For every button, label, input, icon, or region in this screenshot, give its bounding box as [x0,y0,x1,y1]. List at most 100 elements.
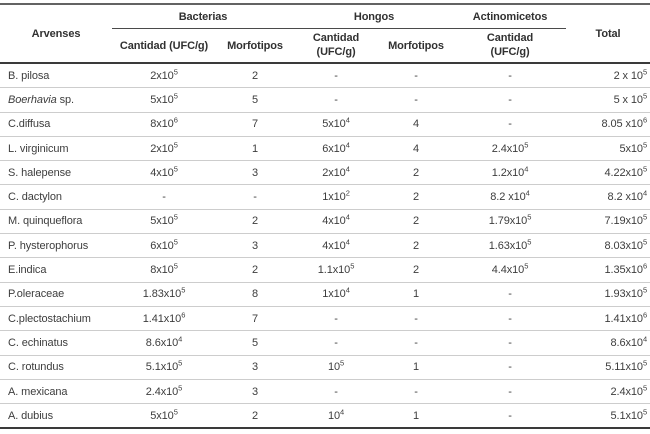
table-row: C.plectostachium 1.41x106 7- - -1.41x106 [0,305,650,331]
group-header-actinomicetos: Actinomicetos [454,4,567,29]
arvense-name: A. mexicana [0,378,112,404]
value-cell: - [454,403,567,429]
arvense-name: P.oleraceae [0,281,112,307]
value-cell: 3 [216,233,295,258]
arvense-name: Boerhavia sp. [0,87,112,113]
arvense-name: L. virginicum [0,135,112,161]
group-header-hongos: Hongos [294,4,455,29]
column-header-bacterias-cantidad: Cantidad (UFC/g) [112,28,216,64]
total-cell: 8.2 x104 [566,184,650,210]
value-cell: 4x104 [294,233,379,258]
value-cell: 2x104 [294,160,379,185]
value-cell: - [508,69,512,82]
total-cell: 5.11x105 [566,354,650,380]
value-cell: 8.6x104 [112,330,216,356]
total-cell: 8.05 x106 [566,111,650,137]
value-cell: 5x105 [112,403,216,429]
total-cell: 1.93x105 [566,281,650,307]
value-cell: 1.63x105 [454,233,567,258]
value-cell: 1 [378,281,455,307]
value-cell: 1.79x105 [454,208,567,234]
value-cell: - [294,87,379,113]
table-row: L. virginicum 2x105 1 6x104 4 2.4x105 5x105 [0,135,650,161]
value-cell: 5 [216,330,295,356]
value-cell: 6x105 [112,233,216,258]
value-cell: - [294,305,379,331]
total-cell: 8.6x104 [566,330,650,356]
value-cell: - [414,69,418,82]
value-cell: 4x105 [112,160,216,185]
table-row: A. dubius 5x105 2 104 1-5.1x105 [0,403,650,429]
arvense-name: S. halepense [0,160,112,185]
value-cell: 2 [216,257,295,283]
value-cell: 2.4x105 [454,135,567,161]
value-cell: 2 [216,208,295,234]
table-row: P.oleraceae 1.83x105 8 1x104 1-1.93x105 [0,281,650,307]
value-cell: - [378,305,455,331]
table-row: E.indica 8x105 2 1.1x105 2 4.4x105 1.35x106 [0,257,650,283]
value-cell: 8.2 x104 [454,184,567,210]
value-cell: 4 [378,111,455,137]
value-cell: 2 [378,257,455,283]
table-row: C. dactylon - -1x102 2 8.2 x104 8.2 x104 [0,184,650,210]
value-cell: 2 [378,160,455,185]
value-cell: 8x105 [112,257,216,283]
value-cell: 2.4x105 [112,378,216,404]
paper-table-page: Arvenses Bacterias Hongos Actinomicetos … [0,3,650,434]
total-cell: 7.19x105 [566,208,650,234]
value-cell: 1.83x105 [112,281,216,307]
value-cell: 1 [216,135,295,161]
value-cell: 1.1x105 [294,257,379,283]
total-cell: 1.41x106 [566,305,650,331]
total-cell: 1.35x106 [566,257,650,283]
value-cell: - [294,378,379,404]
value-cell: 3 [216,354,295,380]
arvense-name: E.indica [0,257,112,283]
value-cell: - [378,87,455,113]
total-cell: 5.1x105 [566,403,650,429]
value-cell: 3 [216,378,295,404]
table-row: A. mexicana 2.4x105 3- - -2.4x105 [0,378,650,404]
arvense-name: C.plectostachium [0,305,112,331]
value-cell: 1x104 [294,281,379,307]
value-cell: - [294,330,379,356]
column-header-actinomicetos-cantidad: Cantidad (UFC/g) [454,28,567,64]
value-cell: 5.1x105 [112,354,216,380]
value-cell: - [454,305,567,331]
value-cell: 5 [216,87,295,113]
value-cell: - [216,184,295,210]
column-header-hongos-morfotipos: Morfotipos [378,28,455,64]
total-cell: 2.4x105 [566,378,650,404]
table-row: M. quinqueflora 5x105 2 4x104 2 1.79x105 7.19x… [0,208,650,234]
value-cell: 4x104 [294,208,379,234]
arvense-name: C. rotundus [0,354,112,380]
value-cell: 8x106 [112,111,216,137]
group-header-row: Arvenses Bacterias Hongos Actinomicetos … [0,4,650,64]
value-cell: 2 [251,69,259,82]
value-cell: 2 [378,233,455,258]
value-cell: 5x105 [112,208,216,234]
arvense-name: P. hysterophorus [0,233,112,258]
column-header-actinomicetos-cantidad-label: Cantidad (UFC/g) [486,31,534,58]
value-cell: - [454,354,567,380]
value-cell: 1 [378,403,455,429]
value-cell: - [454,111,567,137]
total-cell: 5 x 105 [566,87,650,113]
table-row: C. echinatus 8.6x104 5- - -8.6x104 [0,330,650,356]
value-cell: 1.41x106 [112,305,216,331]
value-cell: - [454,281,567,307]
table-row: C. rotundus 5.1x105 3 105 1-5.11x105 [0,354,650,380]
arvenses-microbial-table: Arvenses Bacterias Hongos Actinomicetos … [0,3,650,429]
total-cell: 8.03x105 [566,233,650,258]
value-cell: 1 [378,354,455,380]
column-header-total: Total [566,4,650,64]
value-cell: 105 [294,354,379,380]
value-cell: - [334,69,338,82]
table-row: P. hysterophorus 6x105 3 4x104 2 1.63x105 8.03… [0,233,650,258]
value-cell: - [378,330,455,356]
value-cell: - [454,87,567,113]
table-row: S. halepense 4x105 3 2x104 2 1.2x104 4.22x105 [0,160,650,185]
value-cell: 7 [216,111,295,137]
value-cell: - [378,378,455,404]
total-cell: 4.22x105 [566,160,650,185]
